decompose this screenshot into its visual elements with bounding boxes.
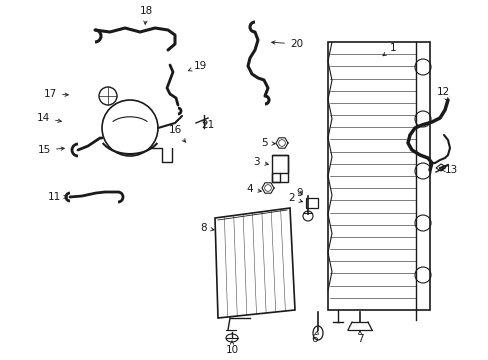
Text: 3: 3	[253, 157, 268, 167]
Text: 11: 11	[48, 192, 67, 202]
Text: 6: 6	[311, 331, 318, 344]
Text: 19: 19	[188, 61, 207, 71]
Text: 4: 4	[246, 184, 261, 194]
Text: 5: 5	[261, 138, 275, 148]
Text: 10: 10	[225, 341, 238, 355]
Text: 13: 13	[441, 165, 457, 175]
Text: 12: 12	[436, 87, 449, 101]
Text: 17: 17	[43, 89, 68, 99]
Text: 8: 8	[200, 223, 214, 233]
Text: 16: 16	[168, 125, 185, 142]
Text: 2: 2	[288, 193, 302, 203]
Text: 1: 1	[382, 43, 396, 56]
Text: 14: 14	[37, 113, 61, 123]
Text: 20: 20	[271, 39, 303, 49]
Text: 15: 15	[38, 145, 64, 155]
Text: 7: 7	[356, 331, 363, 344]
Text: 18: 18	[139, 6, 152, 24]
Text: 9: 9	[296, 188, 303, 198]
Text: 21: 21	[201, 120, 214, 130]
